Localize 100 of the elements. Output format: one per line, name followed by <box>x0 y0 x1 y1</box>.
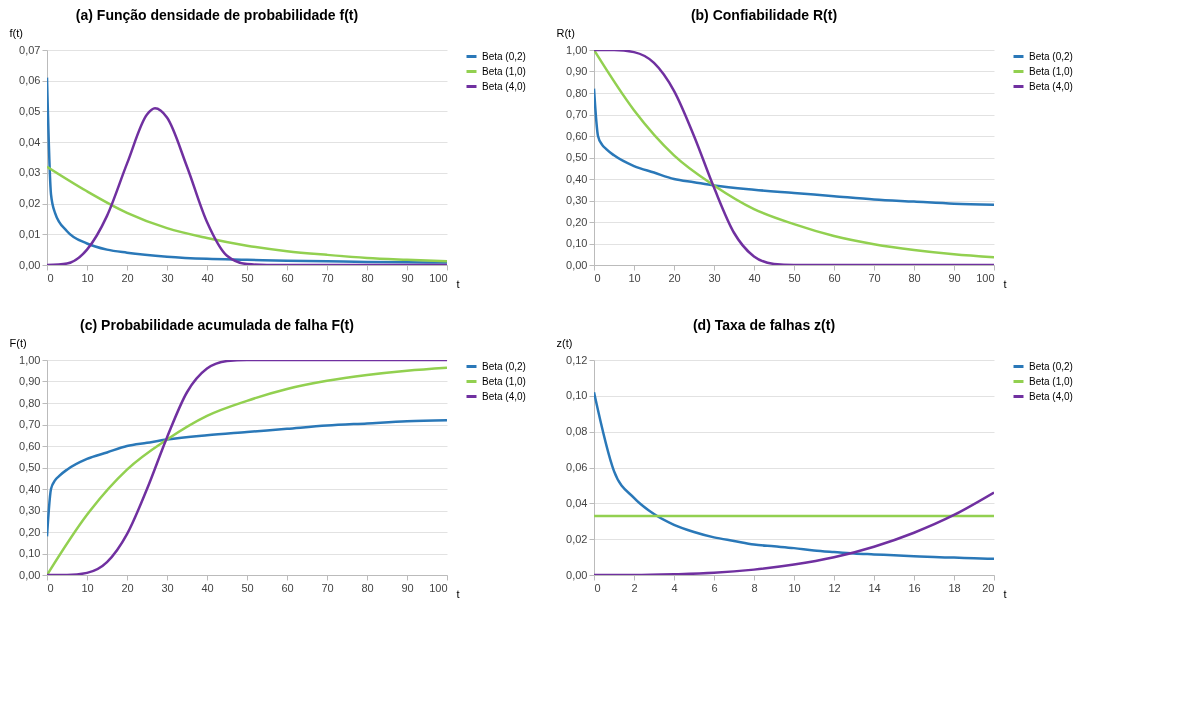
legend-label: Beta (4,0) <box>1029 390 1073 402</box>
x-tick-label: 20 <box>668 271 681 284</box>
y-tick-label: 0,08 <box>566 425 588 438</box>
x-tick-label: 30 <box>161 271 174 284</box>
x-tick-label: 90 <box>948 271 961 284</box>
x-axis-title: t <box>456 587 460 600</box>
legend-label: Beta (1,0) <box>482 375 526 387</box>
y-tick-label: 0,70 <box>566 108 588 120</box>
line-series <box>594 391 994 561</box>
x-tick-label: 70 <box>868 271 881 284</box>
y-axis-title: R(t) <box>556 26 575 39</box>
y-tick-label: 0,06 <box>566 461 588 473</box>
legend-label: Beta (1,0) <box>1029 375 1073 387</box>
y-tick-label: 0,04 <box>19 135 41 148</box>
x-tick-label: 8 <box>751 581 758 594</box>
chart-title: (a) Função densidade de probabilidade f(t) <box>75 7 359 23</box>
y-tick-label: 1,00 <box>19 353 41 366</box>
y-tick-label: 1,00 <box>566 43 588 56</box>
x-tick-label: 80 <box>361 271 374 284</box>
y-tick-label: 0,60 <box>19 439 41 452</box>
legend-label: Beta (0,2) <box>1029 50 1073 62</box>
y-axis-title: z(t) <box>556 336 573 349</box>
x-tick-label: 30 <box>161 581 174 594</box>
y-tick-label: 0,02 <box>19 197 41 210</box>
y-tick-label: 0,06 <box>19 74 41 87</box>
y-tick-label: 0,90 <box>566 65 588 77</box>
x-tick-label: 50 <box>241 271 254 284</box>
y-tick-label: 0,10 <box>566 237 588 249</box>
y-tick-label: 0,00 <box>19 258 41 271</box>
y-tick-label: 0,80 <box>566 86 588 99</box>
x-tick-label: 0 <box>594 581 601 594</box>
x-tick-label: 10 <box>81 271 94 284</box>
line-series <box>594 87 994 207</box>
x-tick-label: 40 <box>748 271 761 284</box>
chart-title: (c) Probabilidade acumulada de falha F(t) <box>80 317 354 333</box>
x-tick-label: 14 <box>868 581 881 594</box>
y-tick-label: 0,90 <box>19 375 41 387</box>
x-tick-label: 40 <box>201 271 214 284</box>
x-tick-label: 80 <box>908 271 921 284</box>
y-tick-label: 0,50 <box>19 461 41 473</box>
y-tick-label: 0,40 <box>19 482 41 495</box>
y-tick-label: 0,40 <box>566 172 588 185</box>
y-axis-title: f(t) <box>9 26 23 39</box>
x-tick-label: 0 <box>47 271 54 284</box>
legend-label: Beta (1,0) <box>482 65 526 77</box>
legend-label: Beta (0,2) <box>1029 360 1073 372</box>
y-tick-label: 0,30 <box>19 504 41 516</box>
x-tick-label: 18 <box>948 581 961 594</box>
x-tick-label: 70 <box>321 581 334 594</box>
x-tick-label: 0 <box>47 581 54 594</box>
y-tick-label: 0,80 <box>19 396 41 409</box>
x-tick-label: 20 <box>121 271 134 284</box>
x-tick-label: 100 <box>976 271 995 284</box>
x-tick-label: 12 <box>828 581 841 594</box>
legend-label: Beta (4,0) <box>482 80 526 92</box>
y-tick-label: 0,00 <box>566 568 588 581</box>
y-tick-label: 0,00 <box>19 568 41 581</box>
legend-label: Beta (0,2) <box>482 360 526 372</box>
y-tick-label: 0,20 <box>566 215 588 228</box>
y-tick-label: 0,05 <box>19 104 41 117</box>
x-tick-label: 16 <box>908 581 921 594</box>
y-tick-label: 0,07 <box>19 43 41 56</box>
x-tick-label: 6 <box>711 581 718 594</box>
y-tick-label: 0,60 <box>566 129 588 142</box>
x-axis-title: t <box>456 277 460 290</box>
x-tick-label: 80 <box>361 581 374 594</box>
legend-label: Beta (4,0) <box>482 390 526 402</box>
y-tick-label: 0,02 <box>566 532 588 545</box>
line-series <box>47 418 447 538</box>
x-tick-label: 20 <box>121 581 134 594</box>
x-tick-label: 60 <box>281 271 294 284</box>
x-tick-label: 10 <box>81 581 94 594</box>
x-tick-label: 90 <box>401 271 414 284</box>
legend-label: Beta (1,0) <box>1029 65 1073 77</box>
x-tick-label: 30 <box>708 271 721 284</box>
x-tick-label: 20 <box>982 581 995 594</box>
x-tick-label: 0 <box>594 271 601 284</box>
legend-label: Beta (4,0) <box>1029 80 1073 92</box>
y-tick-label: 0,20 <box>19 525 41 538</box>
y-tick-label: 0,03 <box>19 166 41 179</box>
x-tick-label: 60 <box>828 271 841 284</box>
x-tick-label: 4 <box>671 581 678 594</box>
x-tick-label: 100 <box>429 581 448 594</box>
x-tick-label: 100 <box>429 271 448 284</box>
chart-title: (d) Taxa de falhas z(t) <box>692 317 836 333</box>
x-tick-label: 60 <box>281 581 294 594</box>
y-tick-label: 0,12 <box>566 353 588 366</box>
x-axis-title: t <box>1003 277 1007 290</box>
x-tick-label: 70 <box>321 271 334 284</box>
y-tick-label: 0,00 <box>566 258 588 271</box>
x-tick-label: 50 <box>788 271 801 284</box>
y-axis-title: F(t) <box>9 336 27 349</box>
chart-title: (b) Confiabilidade R(t) <box>690 7 838 23</box>
y-tick-label: 0,01 <box>19 227 41 240</box>
y-tick-label: 0,30 <box>566 194 588 206</box>
x-tick-label: 90 <box>401 581 414 594</box>
y-tick-label: 0,10 <box>19 547 41 559</box>
y-tick-label: 0,50 <box>566 151 588 163</box>
x-tick-label: 2 <box>631 581 638 594</box>
y-tick-label: 0,10 <box>566 389 588 402</box>
